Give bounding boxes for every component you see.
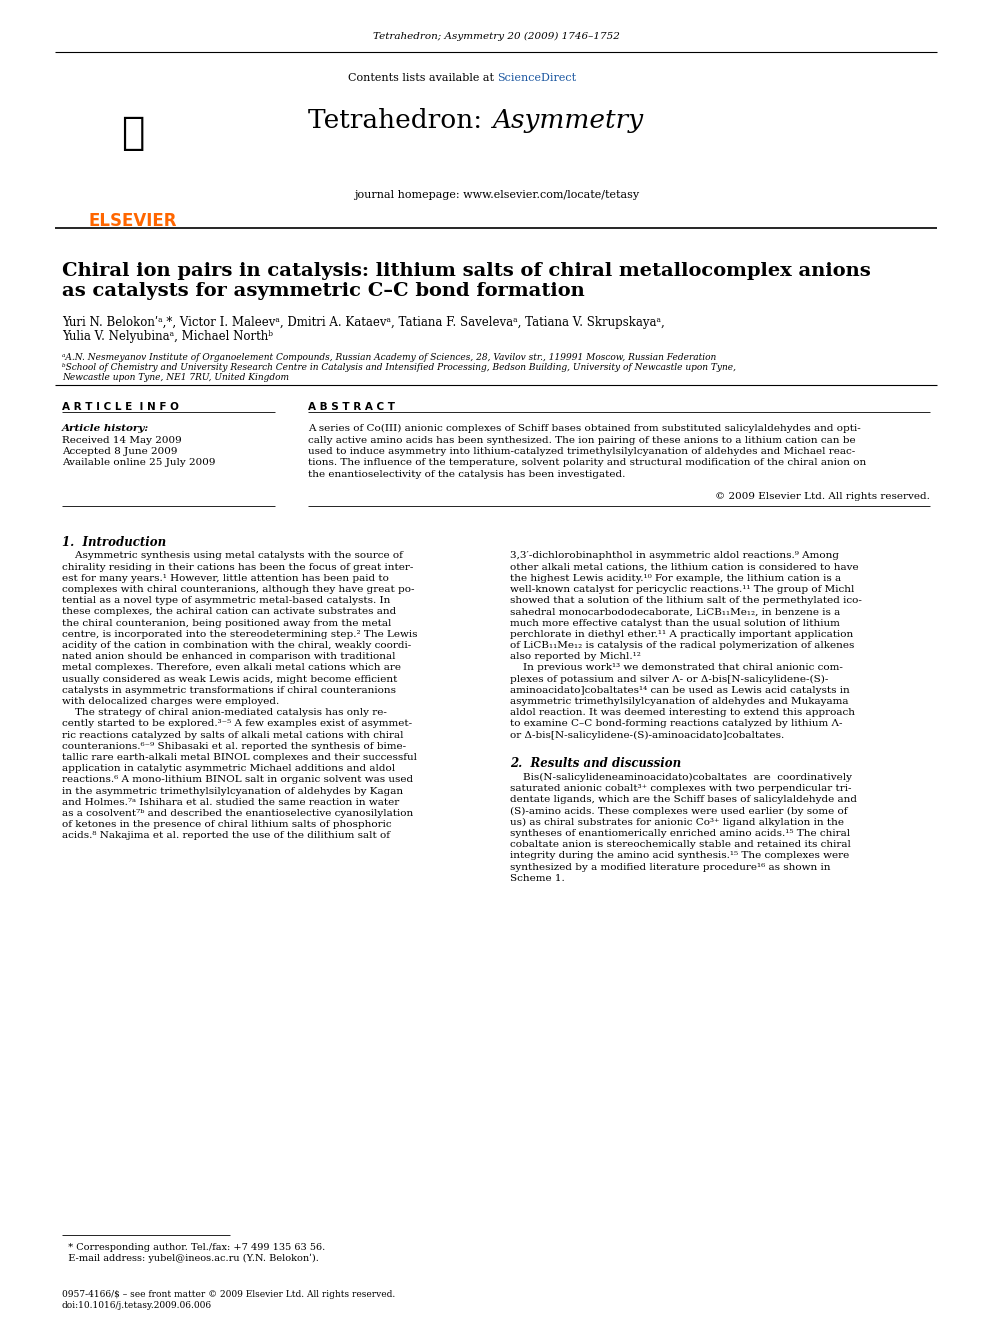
Text: as a cosolvent⁷ᵇ and described the enantioselective cyanosilylation: as a cosolvent⁷ᵇ and described the enant… (62, 810, 414, 818)
Text: of LiCB₁₁Me₁₂ is catalysis of the radical polymerization of alkenes: of LiCB₁₁Me₁₂ is catalysis of the radica… (510, 642, 854, 650)
Text: to examine C–C bond-forming reactions catalyzed by lithium Λ-: to examine C–C bond-forming reactions ca… (510, 720, 842, 729)
Text: complexes with chiral counteranions, although they have great po-: complexes with chiral counteranions, alt… (62, 585, 415, 594)
Text: dentate ligands, which are the Schiff bases of salicylaldehyde and: dentate ligands, which are the Schiff ba… (510, 795, 857, 804)
Text: showed that a solution of the lithium salt of the permethylated ico-: showed that a solution of the lithium sa… (510, 597, 862, 606)
Text: aldol reaction. It was deemed interesting to extend this approach: aldol reaction. It was deemed interestin… (510, 708, 855, 717)
Text: Newcastle upon Tyne, NE1 7RU, United Kingdom: Newcastle upon Tyne, NE1 7RU, United Kin… (62, 373, 289, 382)
Text: ScienceDirect: ScienceDirect (497, 73, 576, 83)
Text: with delocalized charges were employed.: with delocalized charges were employed. (62, 697, 280, 706)
Text: ric reactions catalyzed by salts of alkali metal cations with chiral: ric reactions catalyzed by salts of alka… (62, 730, 404, 740)
Text: Chiral ion pairs in catalysis: lithium salts of chiral metallocomplex anions: Chiral ion pairs in catalysis: lithium s… (62, 262, 871, 280)
Text: counteranions.⁶⁻⁹ Shibasaki et al. reported the synthesis of bime-: counteranions.⁶⁻⁹ Shibasaki et al. repor… (62, 742, 406, 751)
Text: A series of Co(III) anionic complexes of Schiff bases obtained from substituted : A series of Co(III) anionic complexes of… (308, 423, 861, 433)
Text: and Holmes.⁷ᵃ Ishihara et al. studied the same reaction in water: and Holmes.⁷ᵃ Ishihara et al. studied th… (62, 798, 399, 807)
Text: Yulia V. Nelyubinaᵃ, Michael Northᵇ: Yulia V. Nelyubinaᵃ, Michael Northᵇ (62, 329, 273, 343)
Text: of ketones in the presence of chiral lithium salts of phosphoric: of ketones in the presence of chiral lit… (62, 820, 392, 830)
Text: Available online 25 July 2009: Available online 25 July 2009 (62, 458, 215, 467)
Text: much more effective catalyst than the usual solution of lithium: much more effective catalyst than the us… (510, 619, 840, 627)
Text: * Corresponding author. Tel./fax: +7 499 135 63 56.: * Corresponding author. Tel./fax: +7 499… (62, 1244, 325, 1252)
Text: well-known catalyst for pericyclic reactions.¹¹ The group of Michl: well-known catalyst for pericyclic react… (510, 585, 854, 594)
Text: ᵇSchool of Chemistry and University Research Centre in Catalysis and Intensified: ᵇSchool of Chemistry and University Rese… (62, 363, 736, 372)
Text: Accepted 8 June 2009: Accepted 8 June 2009 (62, 447, 178, 456)
Text: © 2009 Elsevier Ltd. All rights reserved.: © 2009 Elsevier Ltd. All rights reserved… (715, 492, 930, 500)
Text: doi:10.1016/j.tetasy.2009.06.006: doi:10.1016/j.tetasy.2009.06.006 (62, 1301, 212, 1310)
Text: perchlorate in diethyl ether.¹¹ A practically important application: perchlorate in diethyl ether.¹¹ A practi… (510, 630, 853, 639)
Text: E-mail address: yubel@ineos.ac.ru (Y.N. Belokonʹ).: E-mail address: yubel@ineos.ac.ru (Y.N. … (62, 1254, 318, 1263)
Text: metal complexes. Therefore, even alkali metal cations which are: metal complexes. Therefore, even alkali … (62, 664, 401, 672)
Text: nated anion should be enhanced in comparison with traditional: nated anion should be enhanced in compar… (62, 652, 396, 662)
Text: the chiral counteranion, being positioned away from the metal: the chiral counteranion, being positione… (62, 619, 392, 627)
Text: 1.  Introduction: 1. Introduction (62, 536, 166, 549)
Text: sahedral monocarbododecaborate, LiCB₁₁Me₁₂, in benzene is a: sahedral monocarbododecaborate, LiCB₁₁Me… (510, 607, 840, 617)
Text: the highest Lewis acidity.¹⁰ For example, the lithium cation is a: the highest Lewis acidity.¹⁰ For example… (510, 574, 841, 583)
Text: application in catalytic asymmetric Michael additions and aldol: application in catalytic asymmetric Mich… (62, 765, 395, 774)
Text: cally active amino acids has been synthesized. The ion pairing of these anions t: cally active amino acids has been synthe… (308, 435, 856, 445)
Text: A B S T R A C T: A B S T R A C T (308, 402, 395, 411)
Text: Received 14 May 2009: Received 14 May 2009 (62, 437, 182, 445)
Text: integrity during the amino acid synthesis.¹⁵ The complexes were: integrity during the amino acid synthesi… (510, 851, 849, 860)
Text: Article history:: Article history: (62, 423, 149, 433)
Text: these complexes, the achiral cation can activate substrates and: these complexes, the achiral cation can … (62, 607, 396, 617)
Text: or Δ-bis[N-salicylidene-(S)-aminoacidato]cobaltates.: or Δ-bis[N-salicylidene-(S)-aminoacidato… (510, 730, 785, 740)
Text: In previous work¹³ we demonstrated that chiral anionic com-: In previous work¹³ we demonstrated that … (510, 664, 843, 672)
Text: ELSEVIER: ELSEVIER (88, 212, 177, 230)
Text: Scheme 1.: Scheme 1. (510, 873, 564, 882)
Text: plexes of potassium and silver Λ- or Δ-bis[N-salicylidene-(S)-: plexes of potassium and silver Λ- or Δ-b… (510, 675, 828, 684)
Text: usually considered as weak Lewis acids, might become efficient: usually considered as weak Lewis acids, … (62, 675, 398, 684)
Text: tallic rare earth-alkali metal BINOL complexes and their successful: tallic rare earth-alkali metal BINOL com… (62, 753, 417, 762)
Text: Asymmetry: Asymmetry (492, 108, 643, 134)
Text: (S)-amino acids. These complexes were used earlier (by some of: (S)-amino acids. These complexes were us… (510, 807, 847, 815)
Text: journal homepage: www.elsevier.com/locate/tetasy: journal homepage: www.elsevier.com/locat… (354, 191, 640, 200)
Text: as catalysts for asymmetric C–C bond formation: as catalysts for asymmetric C–C bond for… (62, 282, 584, 300)
Text: tions. The influence of the temperature, solvent polarity and structural modific: tions. The influence of the temperature,… (308, 459, 866, 467)
Text: cently started to be explored.³⁻⁵ A few examples exist of asymmet-: cently started to be explored.³⁻⁵ A few … (62, 720, 412, 729)
Text: A R T I C L E  I N F O: A R T I C L E I N F O (62, 402, 179, 411)
Text: other alkali metal cations, the lithium cation is considered to have: other alkali metal cations, the lithium … (510, 562, 859, 572)
Text: saturated anionic cobalt³⁺ complexes with two perpendicular tri-: saturated anionic cobalt³⁺ complexes wit… (510, 785, 851, 792)
Text: Asymmetry: Asymmetry (854, 77, 898, 85)
Text: Bis(N-salicylideneaminoacidato)cobaltates  are  coordinatively: Bis(N-salicylideneaminoacidato)cobaltate… (510, 773, 852, 782)
Text: tential as a novel type of asymmetric metal-based catalysts. In: tential as a novel type of asymmetric me… (62, 597, 391, 606)
Text: centre, is incorporated into the stereodetermining step.² The Lewis: centre, is incorporated into the stereod… (62, 630, 418, 639)
Text: syntheses of enantiomerically enriched amino acids.¹⁵ The chiral: syntheses of enantiomerically enriched a… (510, 830, 850, 837)
Text: used to induce asymmetry into lithium-catalyzed trimethylsilylcyanation of aldeh: used to induce asymmetry into lithium-ca… (308, 447, 855, 456)
Text: the enantioselectivity of the catalysis has been investigated.: the enantioselectivity of the catalysis … (308, 470, 625, 479)
Text: aminoacidato]cobaltates¹⁴ can be used as Lewis acid catalysts in: aminoacidato]cobaltates¹⁴ can be used as… (510, 685, 850, 695)
Text: ᵃA.N. Nesmeyanov Institute of Organoelement Compounds, Russian Academy of Scienc: ᵃA.N. Nesmeyanov Institute of Organoelem… (62, 353, 716, 363)
Text: est for many years.¹ However, little attention has been paid to: est for many years.¹ However, little att… (62, 574, 389, 583)
Text: chirality residing in their cations has been the focus of great inter-: chirality residing in their cations has … (62, 562, 414, 572)
Text: also reported by Michl.¹²: also reported by Michl.¹² (510, 652, 641, 662)
Text: Yuri N. Belokonʹᵃ,*, Victor I. Maleevᵃ, Dmitri A. Kataevᵃ, Tatiana F. Savelevaᵃ,: Yuri N. Belokonʹᵃ,*, Victor I. Maleevᵃ, … (62, 316, 665, 329)
Text: 2.  Results and discussion: 2. Results and discussion (510, 757, 682, 770)
Text: 3,3′-dichlorobinaphthol in asymmetric aldol reactions.⁹ Among: 3,3′-dichlorobinaphthol in asymmetric al… (510, 552, 839, 561)
Text: synthesized by a modified literature procedure¹⁶ as shown in: synthesized by a modified literature pro… (510, 863, 830, 872)
Text: acids.⁸ Nakajima et al. reported the use of the dilithium salt of: acids.⁸ Nakajima et al. reported the use… (62, 831, 390, 840)
Text: Contents lists available at: Contents lists available at (347, 73, 497, 83)
Text: us) as chiral substrates for anionic Co³⁺ ligand alkylation in the: us) as chiral substrates for anionic Co³… (510, 818, 844, 827)
Text: cobaltate anion is stereochemically stable and retained its chiral: cobaltate anion is stereochemically stab… (510, 840, 851, 849)
Text: asymmetric trimethylsilylcyanation of aldehydes and Mukayama: asymmetric trimethylsilylcyanation of al… (510, 697, 848, 706)
Text: catalysts in asymmetric transformations if chiral counteranions: catalysts in asymmetric transformations … (62, 685, 396, 695)
Text: Tetrahedron:: Tetrahedron: (308, 108, 490, 134)
Text: 🌲: 🌲 (121, 114, 144, 152)
Text: Asymmetric synthesis using metal catalysts with the source of: Asymmetric synthesis using metal catalys… (62, 552, 403, 561)
Text: Tetrahedron:: Tetrahedron: (851, 67, 901, 75)
Text: acidity of the cation in combination with the chiral, weakly coordi-: acidity of the cation in combination wit… (62, 642, 412, 650)
Text: Tetrahedron; Asymmetry 20 (2009) 1746–1752: Tetrahedron; Asymmetry 20 (2009) 1746–17… (373, 32, 619, 41)
Text: The strategy of chiral anion-mediated catalysis has only re-: The strategy of chiral anion-mediated ca… (62, 708, 387, 717)
Text: reactions.⁶ A mono-lithium BINOL salt in organic solvent was used: reactions.⁶ A mono-lithium BINOL salt in… (62, 775, 413, 785)
Text: in the asymmetric trimethylsilylcyanation of aldehydes by Kagan: in the asymmetric trimethylsilylcyanatio… (62, 787, 403, 795)
Text: 0957-4166/$ – see front matter © 2009 Elsevier Ltd. All rights reserved.: 0957-4166/$ – see front matter © 2009 El… (62, 1290, 395, 1299)
